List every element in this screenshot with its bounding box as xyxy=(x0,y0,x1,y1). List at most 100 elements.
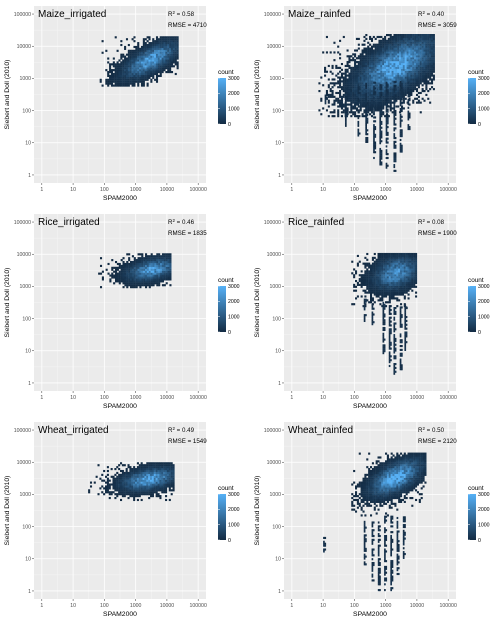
heatmap-cell xyxy=(161,483,164,486)
heatmap-cell xyxy=(387,70,390,73)
heatmap-cell xyxy=(141,272,144,275)
heatmap-cell xyxy=(161,466,164,469)
heatmap-cell xyxy=(389,76,392,79)
heatmap-cell xyxy=(325,89,328,93)
heatmap-cell xyxy=(383,279,386,283)
heatmap-cell xyxy=(344,74,347,77)
heatmap-cell xyxy=(139,57,142,60)
heatmap-cell xyxy=(425,47,428,50)
heatmap-cell xyxy=(355,76,359,79)
heatmap-cell xyxy=(120,43,123,47)
heatmap-cell xyxy=(116,477,119,480)
heatmap-cell xyxy=(390,274,393,277)
heatmap-cell xyxy=(367,64,370,68)
heatmap-cell xyxy=(367,99,370,102)
heatmap-cell xyxy=(414,33,417,37)
heatmap-cell xyxy=(370,78,374,81)
heatmap-cell xyxy=(158,255,161,258)
heatmap-cell xyxy=(430,64,434,68)
heatmap-cell xyxy=(387,86,390,89)
heatmap-cell xyxy=(324,94,327,97)
heatmap-cell xyxy=(139,53,142,56)
heatmap-cell xyxy=(390,268,393,271)
heatmap-cell xyxy=(384,37,387,40)
heatmap-cell xyxy=(383,274,386,277)
heatmap-cell xyxy=(327,105,330,108)
heatmap-cell xyxy=(412,84,415,87)
heatmap-cell xyxy=(393,129,396,132)
heatmap-cell xyxy=(165,57,168,60)
heatmap-cell xyxy=(395,59,398,62)
heatmap-cell xyxy=(146,57,149,60)
heatmap-cell xyxy=(404,319,407,323)
heatmap-cell xyxy=(159,479,162,482)
heatmap-cell xyxy=(127,496,130,500)
heatmap-cell xyxy=(405,281,408,285)
heatmap-cell xyxy=(430,47,434,50)
heatmap-cell xyxy=(370,109,374,112)
heatmap-cell xyxy=(322,107,325,110)
heatmap-cell xyxy=(365,62,368,66)
heatmap-cell xyxy=(370,37,374,40)
heatmap-cell xyxy=(152,47,155,50)
heatmap-cell xyxy=(381,287,384,290)
heatmap-cell xyxy=(146,268,149,271)
heatmap-cell xyxy=(432,59,435,62)
heatmap-cell xyxy=(136,477,139,480)
heatmap-cell xyxy=(99,80,102,83)
heatmap-cell xyxy=(146,489,149,492)
heatmap-cell xyxy=(152,53,155,56)
heatmap-cell xyxy=(139,80,142,83)
heatmap-cell xyxy=(378,72,381,75)
heatmap-cell xyxy=(140,76,144,79)
heatmap-cell xyxy=(432,37,435,40)
heatmap-cell xyxy=(413,281,416,285)
heatmap-cell xyxy=(394,86,397,89)
heatmap-cell xyxy=(393,372,396,375)
heatmap-cell xyxy=(122,257,125,260)
heatmap-cell xyxy=(361,113,364,116)
heatmap-cell xyxy=(104,485,108,488)
heatmap-cell xyxy=(415,256,418,259)
heatmap-cell xyxy=(427,80,430,83)
heatmap-cell xyxy=(140,67,144,70)
heatmap-cell xyxy=(385,281,388,285)
heatmap-cell xyxy=(377,258,380,261)
heatmap-cell xyxy=(337,97,340,100)
heatmap-cell xyxy=(357,64,360,68)
heatmap-cell xyxy=(421,70,424,73)
heatmap-cell xyxy=(154,262,157,266)
heatmap-cell xyxy=(144,57,147,60)
heatmap-cell xyxy=(389,57,392,60)
heatmap-cell xyxy=(414,57,417,60)
heatmap-cell xyxy=(407,272,410,275)
heatmap-cell xyxy=(364,291,367,294)
heatmap-cell xyxy=(405,289,408,292)
heatmap-cell xyxy=(169,257,172,260)
heatmap-cell xyxy=(105,49,108,52)
y-tick-label: 100000 xyxy=(264,12,281,18)
heatmap-cell xyxy=(403,262,406,265)
heatmap-cell xyxy=(432,49,435,52)
heatmap-cell xyxy=(382,86,385,89)
heatmap-cell xyxy=(388,364,391,368)
heatmap-cell xyxy=(386,264,389,267)
heatmap-cell xyxy=(144,475,147,478)
heatmap-cell xyxy=(400,252,403,256)
heatmap-cell xyxy=(142,43,145,47)
heatmap-cell xyxy=(357,78,360,81)
heatmap-cell xyxy=(355,70,359,73)
heatmap-cell xyxy=(127,67,130,70)
heatmap-cell xyxy=(375,262,378,265)
heatmap-cell xyxy=(402,91,405,95)
heatmap-cell xyxy=(357,95,360,98)
heatmap-cell xyxy=(406,64,409,68)
heatmap-cell xyxy=(415,80,419,83)
heatmap-cell xyxy=(163,49,166,52)
heatmap-cell xyxy=(99,272,103,275)
heatmap-cell xyxy=(425,88,428,91)
heatmap-cell xyxy=(397,39,400,42)
heatmap-cell xyxy=(390,359,392,362)
heatmap-cell xyxy=(107,61,110,64)
heatmap-cell xyxy=(335,64,338,68)
